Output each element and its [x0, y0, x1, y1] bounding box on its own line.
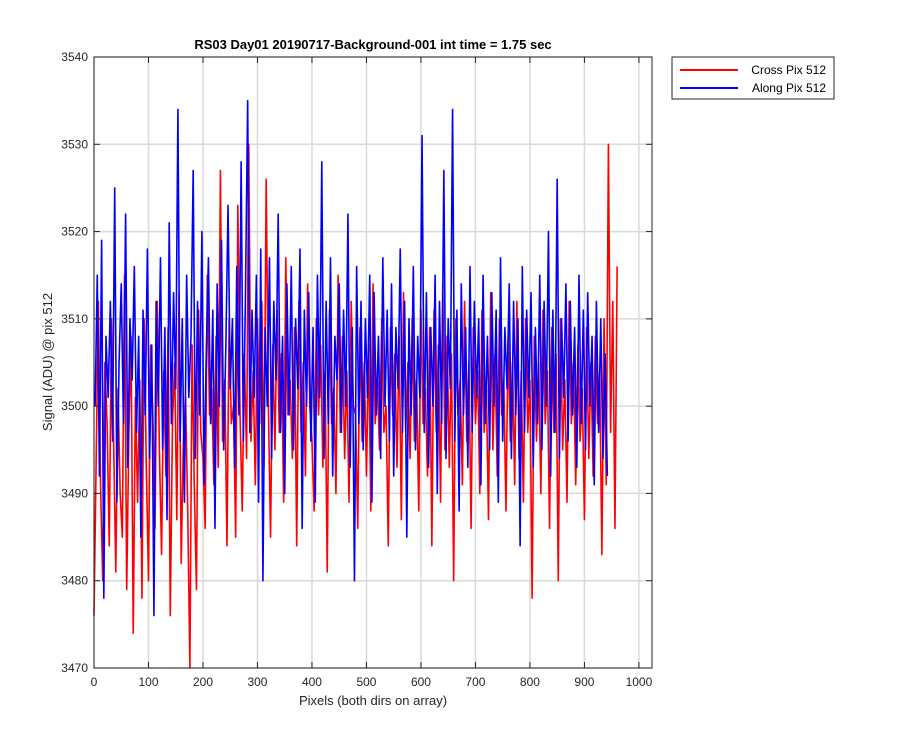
x-tick-label: 900: [574, 675, 594, 689]
chart-title: RS03 Day01 20190717-Background-001 int t…: [194, 37, 551, 52]
x-tick-labels: 0 100 200 300 400 500 600 700 800 900 1000: [91, 675, 653, 689]
y-tick-label: 3510: [61, 312, 88, 326]
x-tick-label: 500: [356, 675, 376, 689]
x-tick-label: 700: [465, 675, 485, 689]
x-tick-label: 100: [138, 675, 158, 689]
series-lines: [93, 99, 618, 669]
legend-label-along: Along Pix 512: [752, 81, 826, 95]
x-tick-label: 800: [520, 675, 540, 689]
y-tick-label: 3540: [61, 50, 88, 64]
y-tick-label: 3470: [61, 661, 88, 675]
y-tick-label: 3520: [61, 225, 88, 239]
y-tick-label: 3500: [61, 399, 88, 413]
legend: Cross Pix 512 Along Pix 512: [671, 56, 835, 100]
x-tick-label: 200: [193, 675, 213, 689]
x-tick-label: 400: [302, 675, 322, 689]
series-line-along-pix-512: [94, 99, 609, 617]
x-tick-label: 300: [247, 675, 267, 689]
x-axis-label: Pixels (both dirs on array): [299, 693, 447, 708]
x-tick-label: 0: [91, 675, 98, 689]
y-tick-labels: 3470 3480 3490 3500 3510 3520 3530 3540: [61, 50, 88, 675]
x-tick-label: 1000: [626, 675, 653, 689]
y-tick-label: 3480: [61, 574, 88, 588]
y-tick-label: 3490: [61, 486, 88, 500]
axes-box: [93, 56, 653, 669]
legend-label-cross: Cross Pix 512: [751, 63, 826, 77]
axis-ticks: [93, 56, 652, 669]
x-tick-label: 600: [411, 675, 431, 689]
y-tick-label: 3530: [61, 137, 88, 151]
legend-box: [671, 56, 835, 100]
y-axis-label: Signal (ADU) @ pix 512: [40, 293, 55, 431]
